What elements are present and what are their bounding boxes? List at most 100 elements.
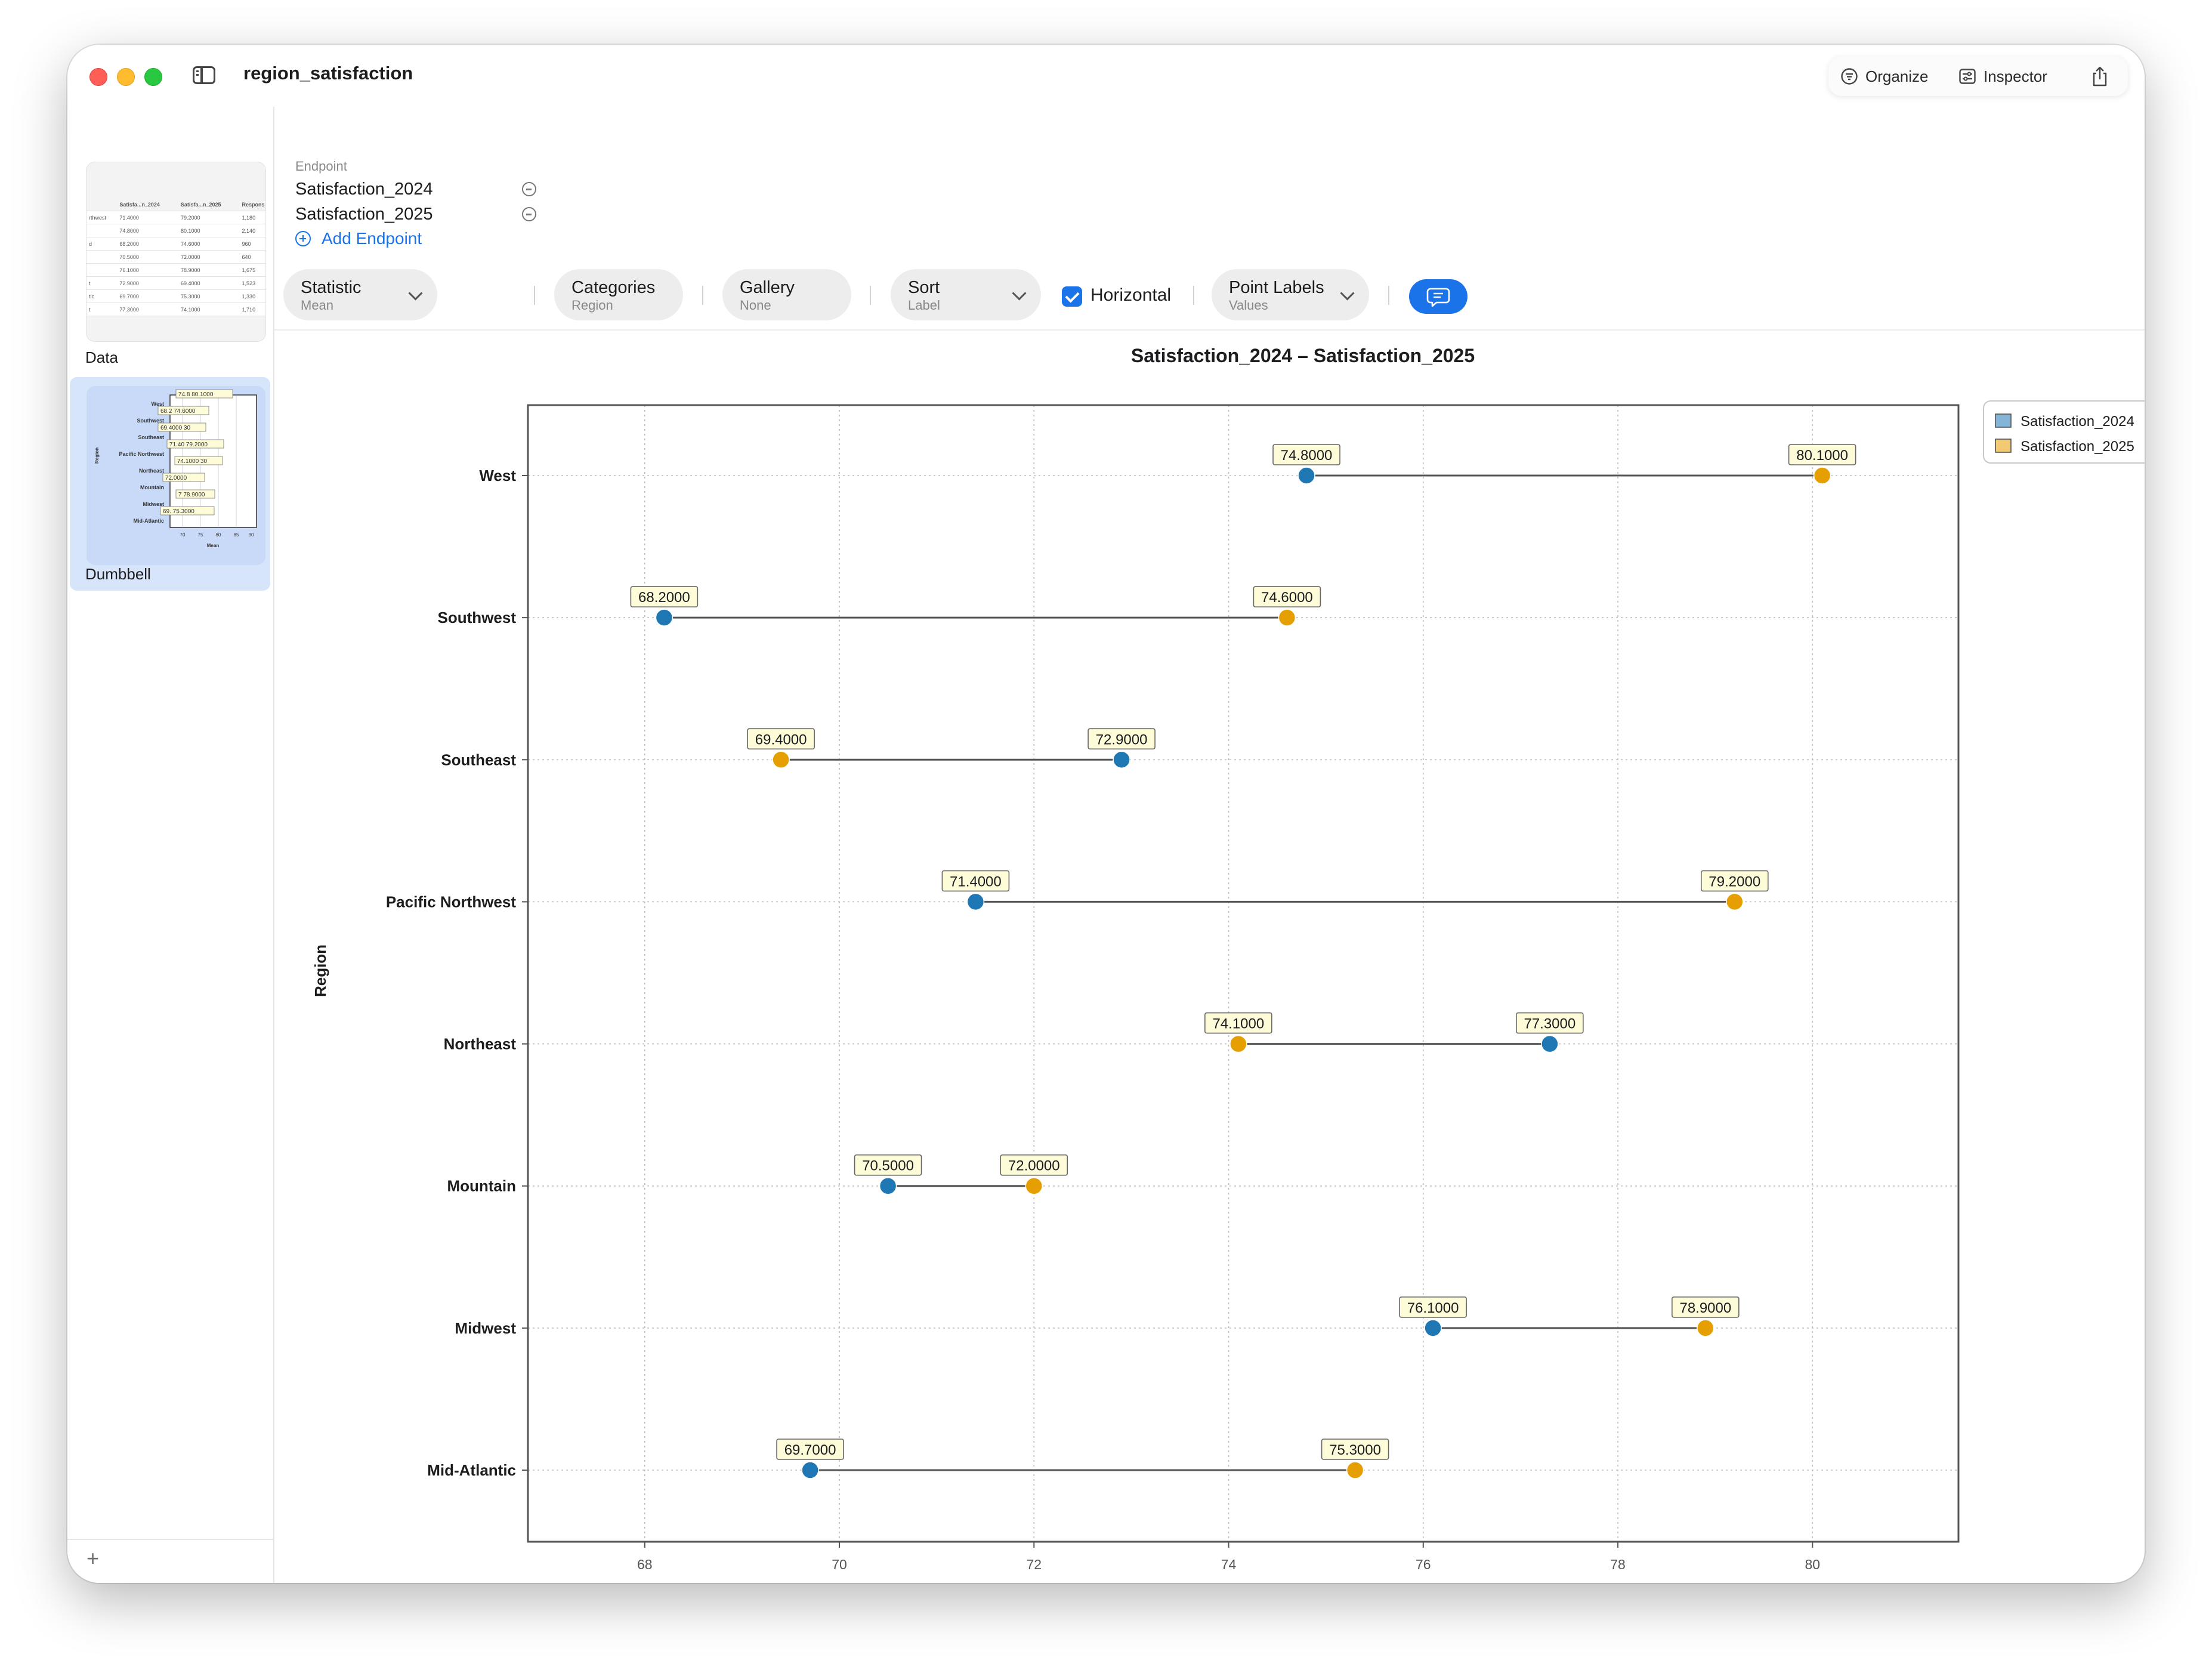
point-labels-dropdown[interactable]: Point Labels Values [1212,269,1369,320]
horizontal-label[interactable]: Horizontal [1090,285,1172,305]
point-satisfaction_2025 [1697,1319,1714,1337]
controls-divider [274,329,2145,331]
point-label: 75.3000 [1329,1442,1381,1458]
app-window: region_satisfaction Organize [67,45,2145,1583]
title-bar: region_satisfaction Organize [67,45,2145,107]
chart-area: Satisfaction_2024 – Satisfaction_2025 68 7… [274,331,2145,1583]
point-satisfaction_2025 [1278,609,1296,626]
data-sheet-thumbnail[interactable]: Satisfa...n_2024 Satisfa...n_2025 Respons r… [86,162,265,341]
svg-text:90: 90 [249,532,254,538]
share-button[interactable] [2091,65,2116,88]
svg-text:75: 75 [198,532,203,538]
mini-table-cell: 74.1000 [180,306,200,313]
dumbbell-sheet-thumbnail[interactable]: West Southwest Southeast Pacific Northwest… [86,386,265,565]
mini-table-row: t 72.9000 69.4000 1,523 [86,277,265,290]
point-label-box [1399,1297,1467,1318]
point-label-box [1788,444,1856,465]
mini-table-cell: 68.2000 [119,240,139,247]
gallery-selector[interactable]: Gallery None [722,269,851,320]
point-label: 70.5000 [862,1158,914,1174]
category-label: Midwest [455,1319,516,1337]
statistic-dropdown[interactable]: Statistic Mean [283,269,437,320]
mini-table-cell: 1,180 [242,214,256,221]
control-separator [534,286,535,305]
endpoint-item-2[interactable]: Satisfaction_2025 [295,205,433,224]
sheet-sidebar: Satisfa...n_2024 Satisfa...n_2025 Respons r… [67,107,274,1583]
mini-table-cell: 76.1000 [119,267,139,273]
svg-text:72.0000: 72.0000 [165,475,187,481]
svg-text:74.1000 30: 74.1000 30 [177,458,207,465]
x-tick-label: 72 [1026,1557,1042,1572]
point-label: 74.6000 [1261,589,1313,606]
point-label-box [630,586,699,607]
point-satisfaction_2025 [1025,1177,1043,1195]
comment-button[interactable] [1409,279,1468,314]
point-labels-value: Values [1229,298,1268,313]
sheet-label-dumbbell[interactable]: Dumbbell [85,565,151,583]
category-label: West [479,467,516,484]
toolbar-right-group: Organize Inspector [1828,57,2128,96]
sidebar-footer-divider [67,1539,273,1540]
horizontal-checkbox[interactable] [1062,286,1082,307]
statistic-label: Statistic [301,278,362,297]
inspector-button[interactable]: Inspector [1958,65,2047,88]
category-label: Southwest [438,609,517,626]
point-label-box [1272,444,1340,465]
close-window-button[interactable] [89,68,107,86]
sidebar-toggle-icon[interactable] [193,66,215,84]
sheet-label-data[interactable]: Data [85,348,118,366]
mini-table-cell: 1,523 [242,280,256,286]
mini-table-cell: Satisfa...n_2025 [180,201,221,208]
point-label-box [1701,870,1769,892]
mini-table-cell: 960 [242,240,251,247]
x-tick-label: 68 [637,1557,653,1572]
mini-table-cell: 640 [242,254,251,260]
mini-table-cell: 79.2000 [180,214,200,221]
add-sheet-button[interactable]: + [86,1546,100,1570]
gallery-label: Gallery [740,278,795,297]
point-label-box [1516,1012,1584,1034]
mini-table-header: Satisfa...n_2024 Satisfa...n_2025 Respons [86,198,265,211]
svg-text:Midwest: Midwest [143,501,164,507]
categories-selector[interactable]: Categories Region [554,269,683,320]
category-label: Pacific Northwest [386,893,517,910]
svg-text:7 78.9000: 7 78.9000 [178,492,205,498]
organize-button[interactable]: Organize [1840,65,1929,88]
remove-endpoint-1-icon[interactable] [522,182,536,196]
plot-area [528,405,1958,1542]
point-satisfaction_2025 [1229,1035,1247,1053]
legend-swatch [1995,413,2012,428]
y-axis-label: Region [311,944,329,997]
control-separator [1193,286,1194,305]
remove-endpoint-2-icon[interactable] [522,207,536,221]
zoom-window-button[interactable] [144,68,162,86]
point-label: 72.9000 [1096,731,1148,748]
svg-text:69. 75.3000: 69. 75.3000 [163,508,194,515]
point-label-box [747,728,815,750]
sort-dropdown[interactable]: Sort Label [891,269,1041,320]
mini-data-table: Satisfa...n_2024 Satisfa...n_2025 Respons r… [86,198,265,316]
organize-icon [1841,68,1858,85]
point-label-box [1088,728,1156,750]
mini-table-row: 74.8000 80.1000 2,140 [86,224,265,237]
dumbbell-chart: Satisfaction_2024 – Satisfaction_2025 68 7… [311,345,2145,1572]
point-label: 74.8000 [1281,447,1333,464]
x-tick-label: 76 [1416,1557,1431,1572]
point-satisfaction_2025 [1726,893,1744,911]
svg-text:69.4000 30: 69.4000 30 [160,425,190,431]
point-label: 71.4000 [950,873,1002,890]
categories-label: Categories [571,278,656,297]
minimize-window-button[interactable] [117,68,135,86]
add-endpoint-button[interactable]: Add Endpoint [295,229,422,248]
category-label: Mid-Atlantic [427,1461,516,1479]
point-satisfaction_2024 [966,893,985,911]
gallery-value: None [740,298,771,313]
share-icon [2093,66,2107,87]
endpoint-item-1[interactable]: Satisfaction_2024 [295,180,433,199]
mini-table-cell: 2,140 [242,227,256,234]
control-separator [870,286,871,305]
point-label-box [1204,1012,1272,1034]
svg-text:74.8 80.1000: 74.8 80.1000 [178,391,214,398]
point-label: 74.1000 [1212,1016,1264,1032]
endpoint-caption: Endpoint [295,159,347,174]
